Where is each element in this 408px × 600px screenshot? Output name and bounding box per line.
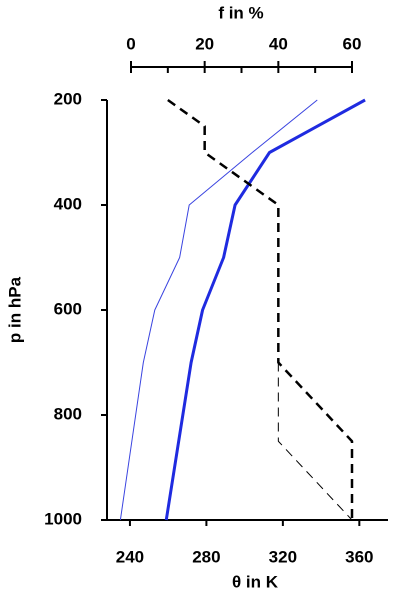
top-axis-title: f in % [218, 3, 263, 22]
y-tick-label: 200 [54, 89, 82, 108]
y-tick-label: 800 [54, 404, 82, 423]
x-axis-title: θ in K [232, 572, 279, 591]
top-tick-label: 40 [269, 34, 288, 53]
y-tick-label: 400 [54, 194, 82, 213]
profile-line [119, 99, 318, 521]
profile-line [167, 98, 354, 520]
x-tick-label: 320 [269, 547, 297, 566]
top-tick-label: 60 [343, 34, 362, 53]
x-tick-label: 360 [345, 547, 373, 566]
y-tick-label: 1000 [44, 509, 82, 528]
top-tick-label: 0 [126, 34, 135, 53]
y-axis-title: p in hPa [5, 276, 24, 343]
y-tick-label: 600 [54, 299, 82, 318]
top-tick-label: 20 [195, 34, 214, 53]
x-tick-label: 240 [116, 547, 144, 566]
x-tick-label: 280 [192, 547, 220, 566]
profile-line [164, 98, 366, 521]
profile-line [277, 362, 353, 521]
